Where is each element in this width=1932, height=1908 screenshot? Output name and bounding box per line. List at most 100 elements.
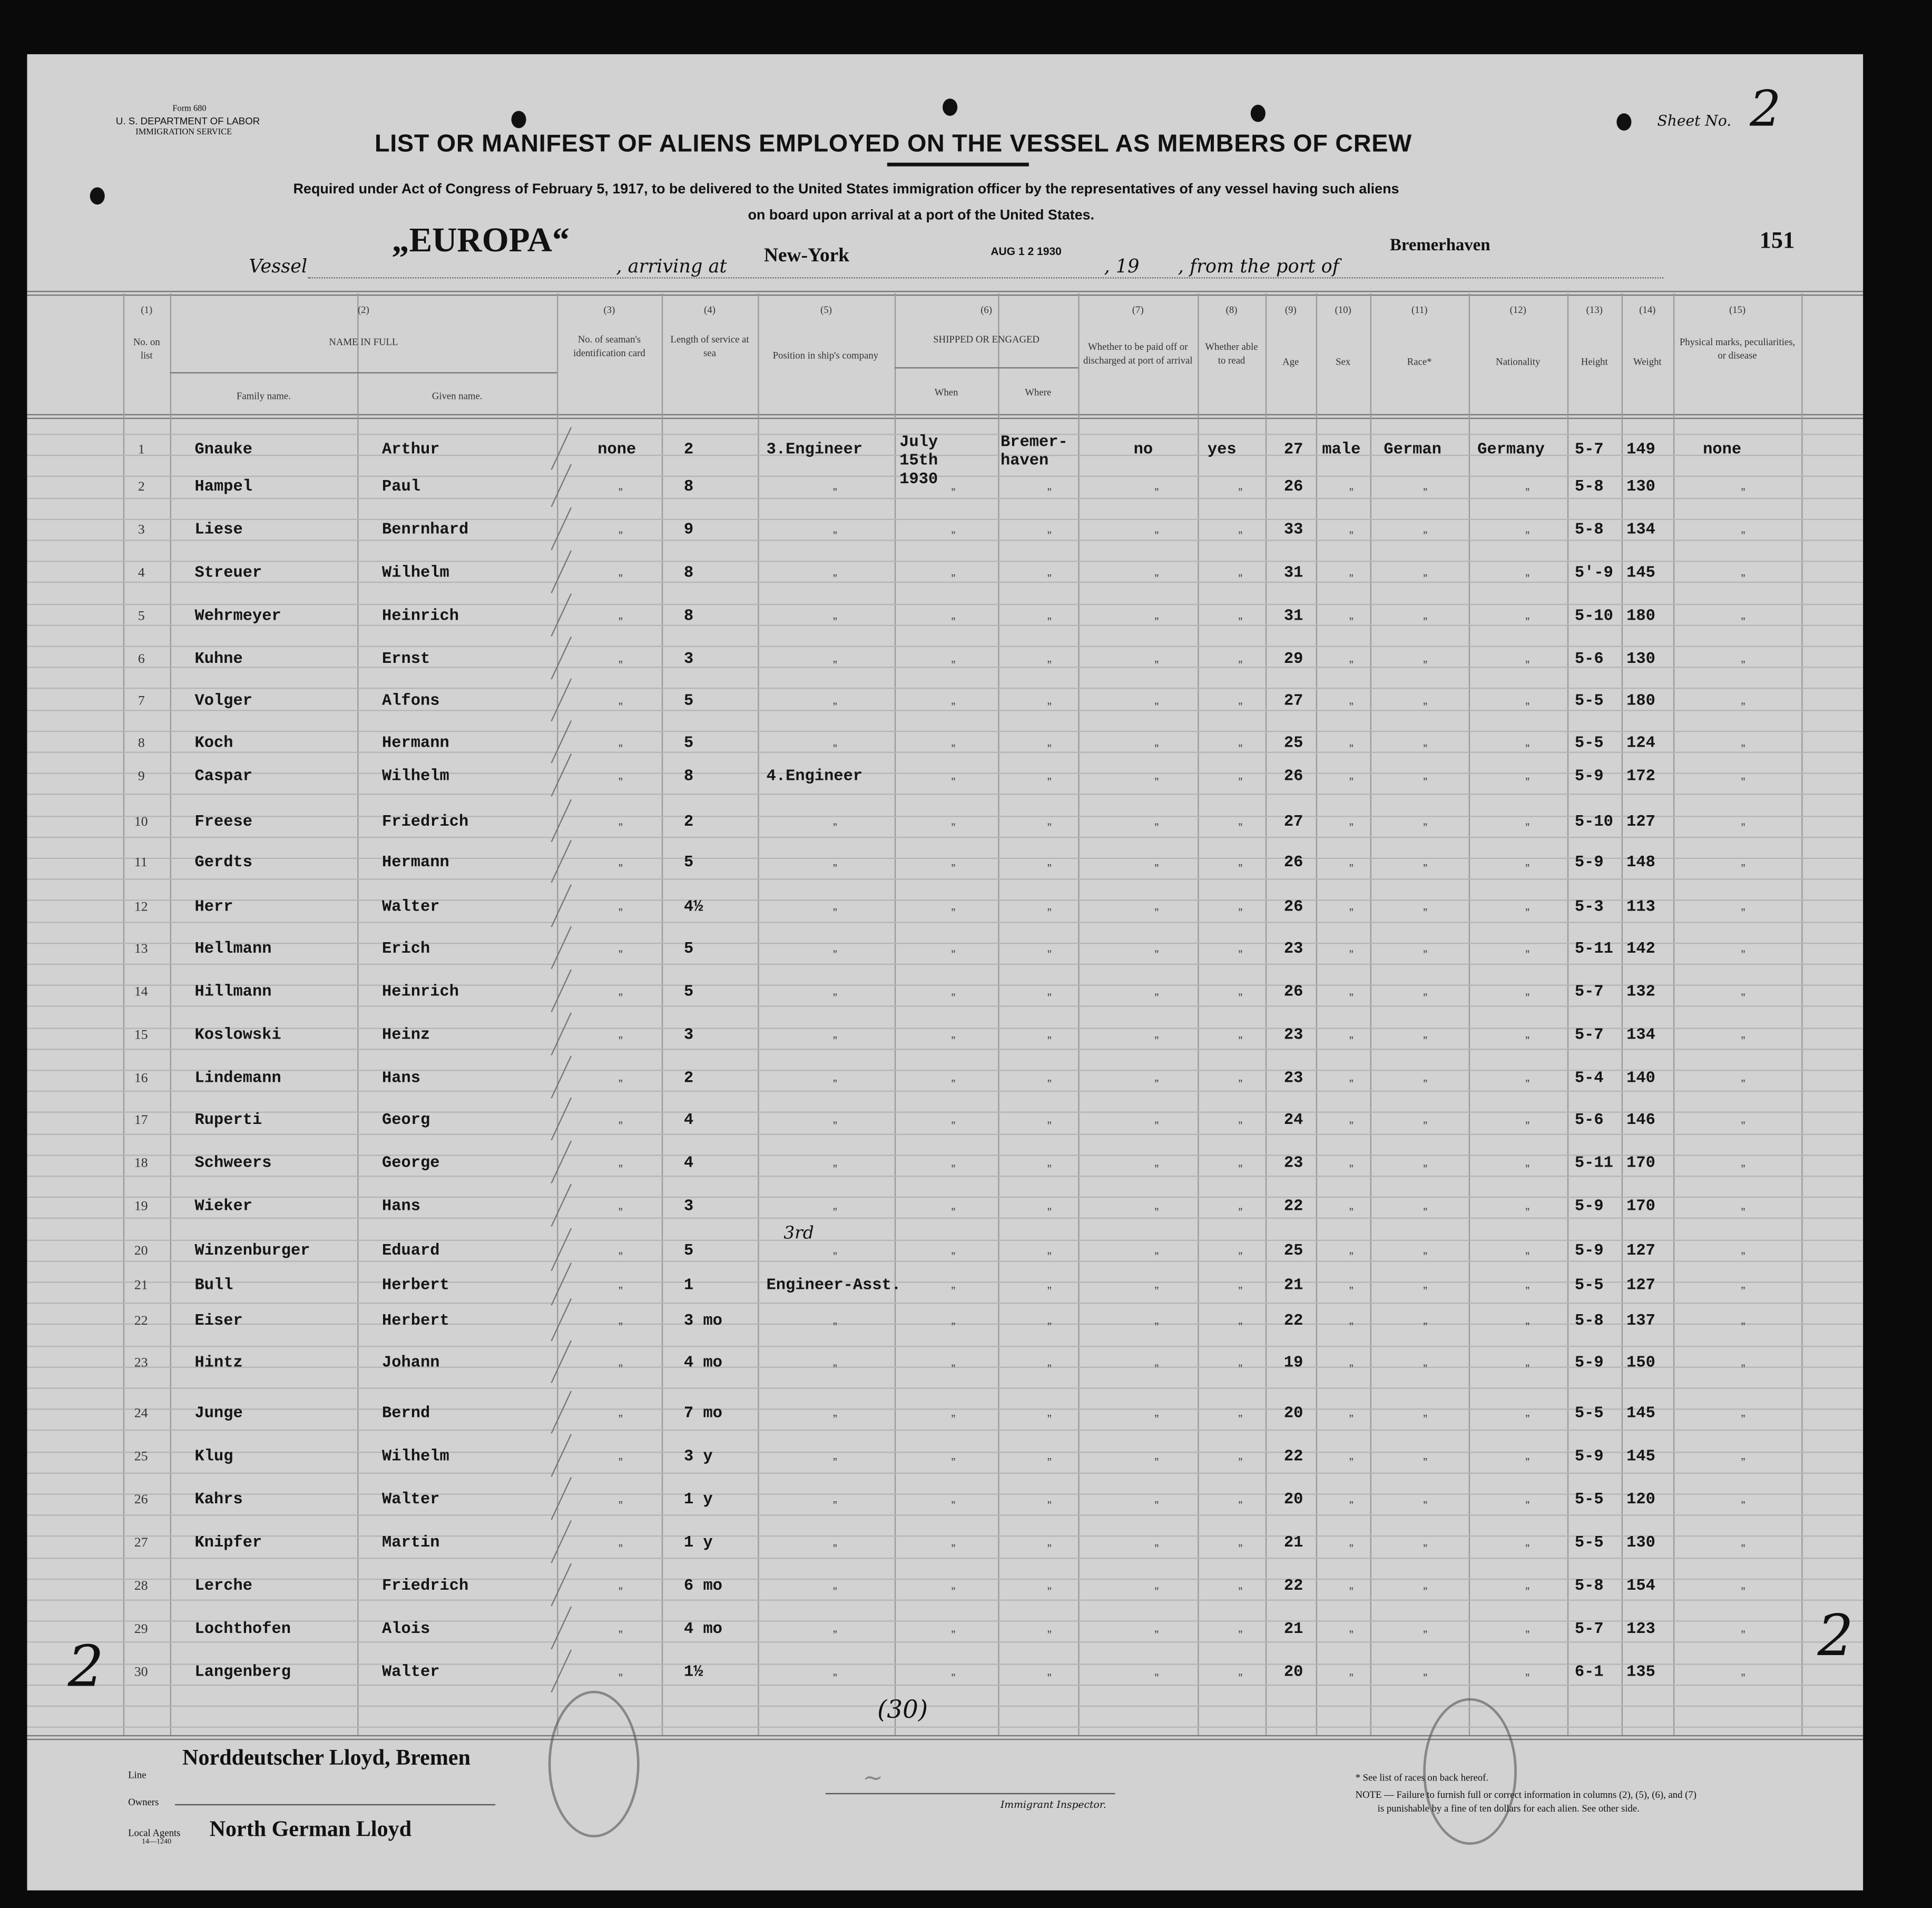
given-name: Alfons (381, 691, 440, 710)
race-ditto: ” (1423, 701, 1428, 715)
id-card-ditto: ” (619, 863, 623, 876)
nationality-ditto: ” (1525, 863, 1530, 876)
id-card-ditto: ” (619, 573, 623, 587)
height: 5-7 (1574, 439, 1604, 458)
position-ditto: ” (832, 743, 837, 757)
port-label: , from the port of (1178, 255, 1339, 278)
shipped-where-ditto: ” (1047, 1078, 1052, 1092)
able-to-read-ditto: ” (1238, 863, 1243, 876)
nationality-ditto: ” (1525, 1629, 1530, 1643)
paid-off-ditto: ” (1154, 992, 1159, 1006)
able-to-read: yes (1207, 439, 1237, 458)
able-to-read-ditto: ” (1238, 1120, 1243, 1134)
sex-ditto: ” (1349, 1250, 1354, 1265)
header-nationality: Nationality (1496, 356, 1541, 367)
ruled-line (27, 1154, 1864, 1156)
family-name: Winzenburger (194, 1241, 310, 1260)
paid-off-ditto: ” (1154, 530, 1159, 544)
row-number: 20 (134, 1243, 148, 1258)
physical-marks-ditto: ” (1741, 948, 1745, 963)
row-number: 29 (134, 1621, 148, 1637)
height: 5-5 (1574, 1490, 1604, 1509)
given-name: Friedrich (381, 1576, 469, 1595)
position-ditto: ” (832, 907, 837, 921)
nationality-ditto: ” (1525, 1363, 1530, 1377)
physical-marks-ditto: ” (1741, 907, 1745, 921)
given-name: Eduard (381, 1241, 440, 1260)
paid-off: no (1133, 439, 1153, 458)
family-name: Wehrmeyer (194, 606, 281, 625)
sex-ditto: ” (1349, 1672, 1354, 1686)
paid-off-ditto: ” (1154, 1078, 1159, 1092)
id-card-ditto: ” (619, 1078, 623, 1092)
race-ditto: ” (1423, 1078, 1428, 1092)
column-number: (4) (704, 304, 715, 316)
family-name: Lochthofen (194, 1619, 291, 1638)
paid-off-ditto: ” (1154, 1035, 1159, 1049)
age: 26 (1283, 853, 1303, 872)
shipped-where-ditto: ” (1047, 948, 1052, 963)
nationality-ditto: ” (1525, 992, 1530, 1006)
paid-off-ditto: ” (1154, 1586, 1159, 1600)
family-name: Gnauke (194, 439, 252, 458)
shipped-where-ditto: ” (1047, 573, 1052, 587)
ruled-line (27, 836, 1864, 838)
row-number: 30 (134, 1665, 148, 1680)
sex-ditto: ” (1349, 948, 1354, 963)
nationality-ditto: ” (1525, 948, 1530, 963)
family-name: Hintz (194, 1353, 243, 1372)
column-number: (5) (820, 304, 832, 316)
able-to-read-ditto: ” (1238, 1163, 1243, 1177)
nationality-ditto: ” (1525, 701, 1530, 715)
service-name: IMMIGRATION SERVICE (135, 126, 232, 137)
height: 5-11 (1574, 939, 1613, 958)
row-number: 1 (138, 442, 145, 457)
age: 24 (1283, 1110, 1303, 1129)
ruled-line (27, 1387, 1864, 1389)
race-ditto: ” (1423, 776, 1428, 790)
race-ditto: ” (1423, 1363, 1428, 1377)
position-ditto: ” (832, 530, 837, 544)
header-service: Length of service at sea (670, 334, 749, 359)
service-length: 8 (683, 606, 694, 625)
shipped-where-ditto: ” (1047, 821, 1052, 836)
row-number: 7 (138, 693, 145, 709)
shipped-where: Bremer- haven (1001, 432, 1068, 470)
row-number: 22 (134, 1314, 148, 1329)
header-weight: Weight (1633, 356, 1662, 367)
given-name: Johann (381, 1353, 440, 1372)
position-ditto: ” (832, 1250, 837, 1265)
column-number: (7) (1132, 304, 1144, 316)
column-number: (11) (1411, 304, 1428, 316)
height: 5-9 (1574, 1241, 1604, 1260)
age: 20 (1283, 1403, 1303, 1422)
vessel-name: „EUROPA“ (391, 221, 570, 260)
able-to-read-ditto: ” (1238, 616, 1243, 630)
weight: 127 (1626, 1275, 1655, 1294)
service-length: 6 mo (683, 1576, 722, 1595)
age: 22 (1283, 1311, 1303, 1330)
id-card-ditto: ” (619, 701, 623, 715)
row-number: 4 (138, 565, 145, 581)
ruled-line (27, 476, 1864, 477)
column-divider (1621, 293, 1623, 1735)
year-label: , 19 (1104, 255, 1140, 278)
height: 5-6 (1574, 649, 1604, 668)
race-ditto: ” (1423, 1543, 1428, 1557)
able-to-read-ditto: ” (1238, 1078, 1243, 1092)
race: German (1384, 439, 1441, 458)
nationality-ditto: ” (1525, 1413, 1530, 1427)
paid-off-ditto: ” (1154, 701, 1159, 715)
weight: 137 (1626, 1311, 1655, 1330)
service-length: 5 (683, 691, 694, 710)
service-length: 5 (683, 733, 694, 752)
weight: 130 (1626, 477, 1655, 496)
shipped-where-ditto: ” (1047, 1413, 1052, 1427)
id-card-ditto: ” (619, 530, 623, 544)
service-length: 4 mo (683, 1353, 722, 1372)
sex-ditto: ” (1349, 907, 1354, 921)
family-name: Volger (194, 691, 252, 710)
physical-marks-ditto: ” (1741, 1363, 1745, 1377)
paid-off-ditto: ” (1154, 1250, 1159, 1265)
